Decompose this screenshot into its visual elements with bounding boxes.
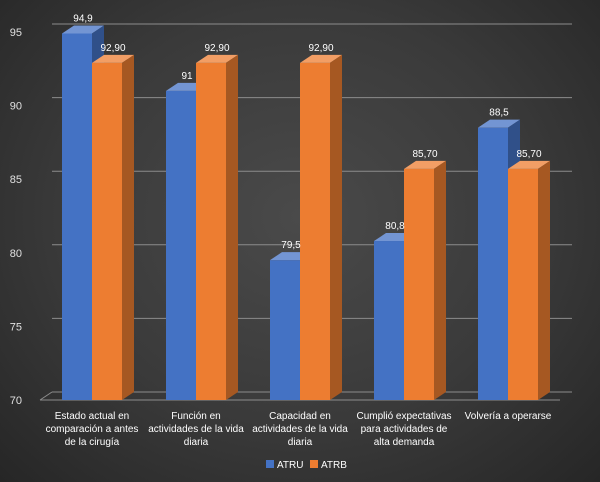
x-tick-label: Volvería a operarse [465, 411, 552, 422]
x-tick-label: Cumplió expectativas para actividades de a… [356, 411, 451, 448]
y-tick-label: 95 [10, 27, 22, 39]
data-label: 92,90 [100, 43, 125, 54]
bar-front [196, 62, 226, 401]
y-tick-label: 90 [10, 101, 22, 113]
bar-side [434, 160, 446, 400]
bar-front [404, 168, 434, 400]
bar-top [508, 160, 550, 169]
bar-top [300, 54, 342, 63]
legend: ATRU ATRB [266, 460, 347, 471]
bar-top [478, 119, 520, 128]
floor-edge [39, 391, 53, 401]
x-axis: Estado actual en comparación a antes de la… [46, 411, 552, 448]
bar-top [196, 54, 238, 63]
x-tick-label: Capacidad en actividades de la vida diaria [252, 411, 348, 448]
bar-front [62, 33, 92, 401]
y-tick-label: 75 [10, 321, 22, 333]
data-label: 92,90 [204, 43, 229, 54]
bar-front [92, 62, 122, 401]
bar-atrb-3 [300, 54, 342, 401]
legend-swatch [266, 460, 274, 468]
legend-label: ATRB [321, 460, 347, 471]
y-tick-label: 70 [10, 395, 22, 407]
data-label: 88,5 [489, 108, 509, 119]
data-label: 94,9 [73, 13, 93, 24]
y-axis: 70 75 80 85 90 95 [10, 27, 22, 407]
legend-label: ATRU [277, 460, 303, 471]
bar-front [478, 127, 508, 401]
data-label: 85,70 [516, 149, 541, 160]
legend-item-atru: ATRU [266, 460, 303, 471]
bar-atrb-5 [508, 160, 550, 400]
data-labels: 94,9 92,90 91 92,90 79,5 92,90 80,8 85,70 88,5 85… [73, 13, 542, 251]
bar-top [92, 54, 134, 63]
data-label: 80,8 [385, 221, 405, 232]
data-label: 85,70 [412, 149, 437, 160]
bar-front [270, 260, 300, 400]
data-label: 92,90 [308, 43, 333, 54]
bar-atrb-1 [92, 54, 134, 401]
bar-front [508, 168, 538, 400]
bar-side [538, 160, 550, 400]
bar-side [122, 54, 134, 401]
bar-front [300, 62, 330, 401]
bar-side [330, 54, 342, 401]
legend-item-atrb: ATRB [310, 460, 347, 471]
data-label: 91 [181, 71, 193, 82]
bar-side [226, 54, 238, 401]
bars [62, 25, 550, 401]
data-label: 79,5 [281, 240, 301, 251]
bar-front [166, 90, 196, 400]
y-tick-label: 80 [10, 248, 22, 260]
legend-swatch [310, 460, 318, 468]
bar-top [62, 25, 104, 34]
y-tick-label: 85 [10, 174, 22, 186]
bar-atrb-4 [404, 160, 446, 400]
x-tick-label: Estado actual en comparación a antes de la… [46, 411, 139, 448]
bar-atrb-2 [196, 54, 238, 401]
bar-front [374, 241, 404, 400]
x-tick-label: Función en actividades de la vida diaria [148, 411, 244, 448]
bar-top [404, 160, 446, 169]
